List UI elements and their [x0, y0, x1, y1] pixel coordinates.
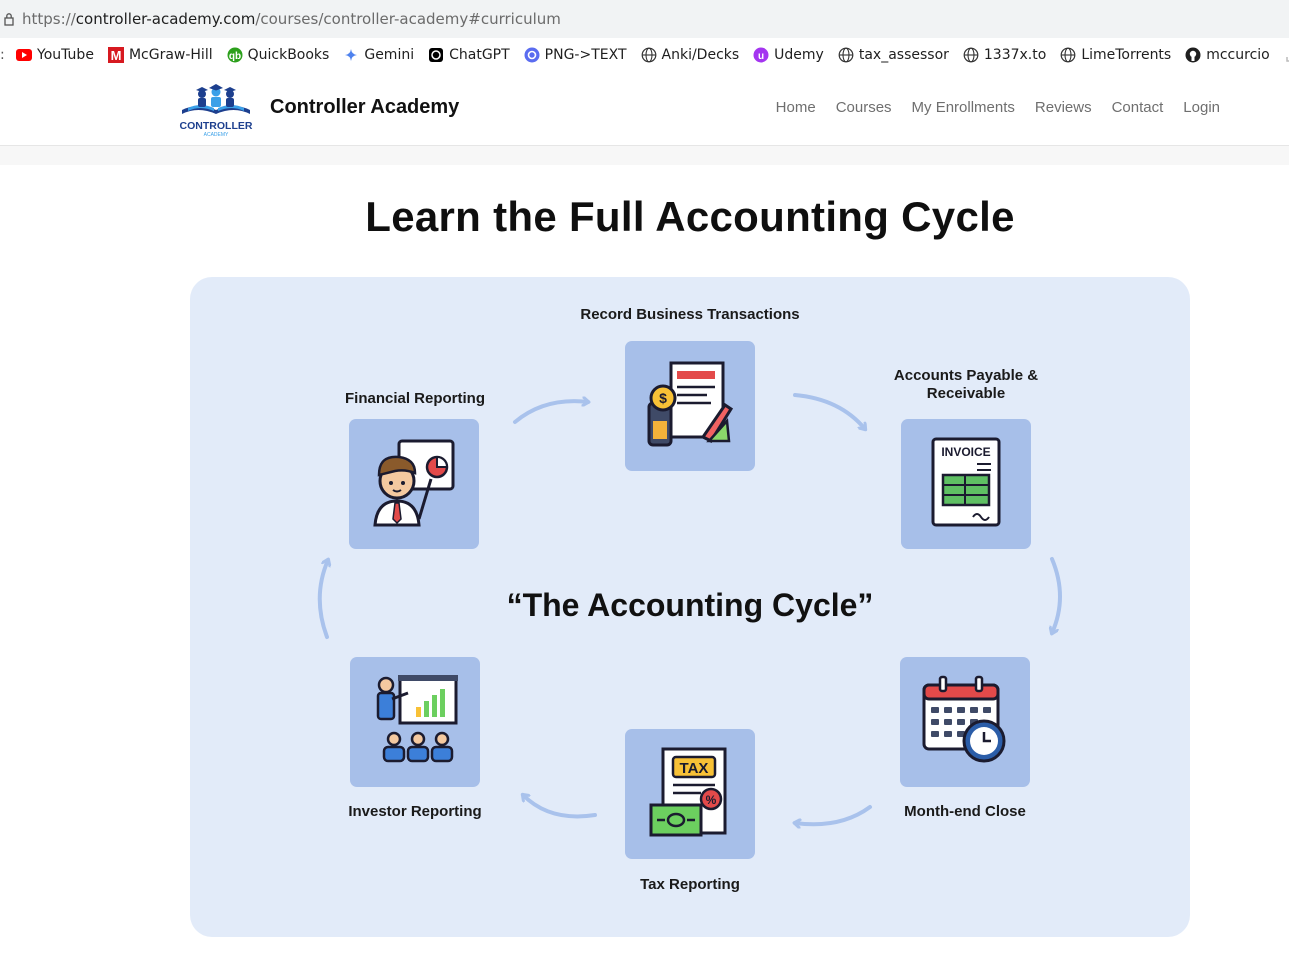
- globe-icon: [1060, 47, 1076, 63]
- step-label-payable-receivable: Accounts Payable & Receivable: [893, 367, 1039, 402]
- arrow-tax-to-investor: [523, 795, 597, 819]
- logo-graduates-icon: CONTROLLER ACADEMY: [180, 84, 253, 138]
- mcgraw-hill-icon: M: [107, 47, 124, 63]
- bookmark-mcgraw-hill[interactable]: M McGraw-Hill: [107, 47, 213, 63]
- section-divider-band: [0, 146, 1289, 165]
- arrow-record-to-payable: [793, 393, 865, 429]
- svg-text:qb: qb: [229, 51, 241, 62]
- bookmark-gemini[interactable]: Gemini: [343, 47, 414, 63]
- bookmark-quickbooks[interactable]: qb QuickBooks: [227, 47, 330, 63]
- main-nav: Home Courses My Enrollments Reviews Cont…: [776, 99, 1220, 116]
- step-tile-payable-receivable: INVOICE: [901, 419, 1031, 549]
- nav-my-enrollments[interactable]: My Enrollments: [911, 99, 1015, 116]
- presentation-audience-icon: [376, 675, 458, 763]
- step-label-financial-reporting: Financial Reporting: [344, 390, 485, 407]
- url-text[interactable]: https://controller-academy.com/courses/c…: [22, 10, 561, 28]
- site-header: CONTROLLER ACADEMY Controller Academy Ho…: [0, 72, 1289, 146]
- page-heading: Learn the Full Accounting Cycle: [365, 193, 1015, 240]
- arrow-financial-to-record: [513, 401, 588, 424]
- transaction-receipt-icon: $: [647, 361, 734, 447]
- bookmark-png-text[interactable]: PNG->TEXT: [524, 47, 627, 63]
- arrow-close-to-tax: [795, 805, 872, 824]
- svg-text:u: u: [758, 51, 764, 62]
- step-tile-record-transactions: $: [625, 341, 755, 471]
- github-icon: [1185, 47, 1201, 63]
- svg-text:%: %: [706, 793, 717, 807]
- globe-icon: [641, 47, 657, 63]
- nav-courses[interactable]: Courses: [835, 99, 892, 116]
- youtube-icon: [16, 47, 32, 63]
- step-tile-month-end-close: [900, 657, 1030, 787]
- nav-reviews[interactable]: Reviews: [1034, 99, 1092, 116]
- gemini-icon: [343, 47, 359, 63]
- svg-text:CONTROLLER: CONTROLLER: [180, 120, 253, 132]
- cycle-center-title: “The Accounting Cycle”: [506, 587, 874, 623]
- bookmark-anki-decks[interactable]: Anki/Decks: [641, 47, 739, 63]
- step-label-month-end-close: Month-end Close: [904, 803, 1026, 820]
- bookmark-mccurcio[interactable]: mccurcio: [1185, 47, 1270, 63]
- bookmark-1337x[interactable]: 1337x.to: [963, 47, 1046, 63]
- udemy-icon: u: [753, 47, 769, 63]
- bookmarks-bar: : YouTube M McGraw-Hill qb QuickBooks Ge…: [0, 38, 1289, 72]
- quickbooks-icon: qb: [227, 47, 243, 63]
- svg-text:$: $: [659, 390, 667, 406]
- bookmark-chatgpt[interactable]: ChatGPT: [428, 47, 510, 63]
- chatgpt-icon: [428, 47, 444, 63]
- globe-icon: [963, 47, 979, 63]
- stackoverflow-icon: [1284, 47, 1289, 63]
- tax-document-icon: TAX %: [649, 747, 727, 837]
- globe-icon: [838, 47, 854, 63]
- svg-text:M: M: [111, 48, 122, 63]
- nav-login[interactable]: Login: [1183, 99, 1220, 116]
- cycle-arrows: [317, 393, 1062, 937]
- site-brand-name[interactable]: Controller Academy: [270, 96, 460, 118]
- accounting-cycle-diagram: Record Business Transactions $ Accounts …: [190, 277, 1190, 937]
- step-tile-investor-reporting: [350, 657, 480, 787]
- step-tile-tax-reporting: TAX %: [625, 729, 755, 859]
- step-label-investor-reporting: Investor Reporting: [348, 803, 482, 820]
- lock-icon: [4, 13, 14, 26]
- step-label-record-transactions: Record Business Transactions: [580, 306, 800, 323]
- svg-text:TAX: TAX: [680, 760, 709, 777]
- bookmark-tax-assessor[interactable]: tax_assessor: [838, 47, 949, 63]
- arrow-investor-to-financial: [317, 560, 328, 639]
- bookmark-udemy[interactable]: u Udemy: [753, 47, 824, 63]
- invoice-icon: INVOICE: [931, 437, 1001, 527]
- bookmark-limetorrents[interactable]: LimeTorrents: [1060, 47, 1171, 63]
- nav-contact[interactable]: Contact: [1111, 99, 1164, 116]
- nav-home[interactable]: Home: [775, 99, 816, 116]
- bookmark-youtube[interactable]: YouTube: [16, 47, 94, 63]
- step-label-tax-reporting: Tax Reporting: [640, 876, 740, 893]
- svg-text:ACADEMY: ACADEMY: [204, 132, 229, 138]
- address-bar[interactable]: https://controller-academy.com/courses/c…: [0, 0, 1289, 38]
- bookmarks-overflow-edge: :: [0, 47, 5, 63]
- arrow-payable-to-close: [1052, 557, 1062, 633]
- step-tile-financial-reporting: [349, 419, 479, 549]
- calendar-clock-icon: [922, 675, 1006, 763]
- site-logo[interactable]: CONTROLLER ACADEMY: [178, 80, 254, 138]
- presenter-chart-icon: [373, 439, 455, 527]
- png-text-icon: [524, 47, 540, 63]
- svg-text:INVOICE: INVOICE: [941, 445, 990, 459]
- bookmark-stackoverflow[interactable]: S.O.: [1284, 47, 1289, 63]
